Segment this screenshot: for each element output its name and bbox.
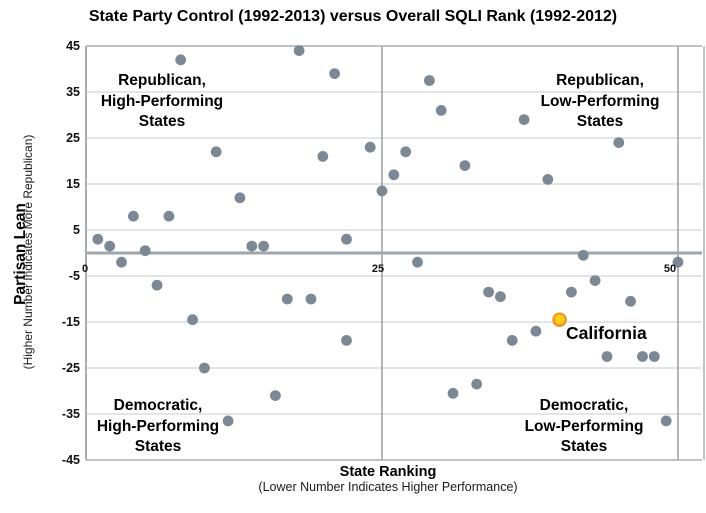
data-point-state bbox=[246, 240, 258, 252]
data-point-state bbox=[376, 185, 388, 197]
data-point-state bbox=[329, 68, 340, 79]
data-point-state bbox=[495, 291, 506, 303]
y-tick-label-5: 5 bbox=[73, 223, 80, 237]
quadrant-label-line: Low-Performing bbox=[524, 417, 644, 435]
data-point-state bbox=[542, 174, 554, 185]
data-point-state bbox=[530, 325, 542, 337]
data-point-state bbox=[293, 45, 305, 56]
data-point-state bbox=[234, 192, 246, 204]
y-tick-label--45: -45 bbox=[61, 453, 80, 467]
data-point-state bbox=[601, 351, 613, 362]
data-point-state bbox=[258, 240, 269, 252]
y-tick-label-15: 15 bbox=[66, 177, 80, 191]
quadrant-label-democratic-high: Democratic, High-Performing States bbox=[97, 396, 219, 458]
quadrant-label-line: Democratic, bbox=[539, 397, 629, 414]
y-tick-label--35: -35 bbox=[61, 407, 80, 421]
y-tick-label-45: 45 bbox=[66, 39, 80, 53]
data-point-state bbox=[388, 169, 400, 181]
data-point-state bbox=[625, 295, 636, 307]
california-annotation: California bbox=[566, 323, 647, 343]
x-tick-label-25: 25 bbox=[371, 263, 385, 275]
data-point-state bbox=[199, 362, 210, 374]
data-point-state bbox=[672, 256, 684, 268]
quadrant-label-democratic-low: Democratic, Low-Performing States bbox=[525, 396, 644, 458]
quadrant-label-republican-low: Republican, Low-Performing States bbox=[541, 71, 660, 133]
data-point-state bbox=[139, 245, 151, 257]
data-point-state bbox=[163, 210, 175, 222]
x-axis-title: State Ranking bbox=[339, 464, 437, 480]
data-point-state bbox=[412, 256, 423, 268]
data-point-state bbox=[270, 390, 281, 401]
y-axis-subtitle: (Higher Number Indicates More Republican… bbox=[21, 134, 35, 370]
chart-title: State Party Control (1992-2013) versus O… bbox=[88, 8, 618, 25]
quadrant-label-line: States bbox=[576, 113, 624, 130]
y-tick-label--5: -5 bbox=[68, 269, 80, 283]
quadrant-label-line: Low-Performing bbox=[540, 92, 660, 110]
y-tick-label-35: 35 bbox=[66, 85, 80, 99]
quadrant-label-line: Democratic, bbox=[113, 397, 203, 414]
quadrant-label-line: States bbox=[134, 438, 182, 455]
data-point-state bbox=[471, 378, 483, 390]
data-point-state bbox=[317, 151, 329, 162]
data-point-state bbox=[648, 351, 660, 362]
data-point-state bbox=[127, 210, 139, 222]
data-point-state bbox=[613, 137, 625, 149]
data-point-california bbox=[552, 312, 567, 327]
quadrant-label-republican-high: Republican, High-Performing States bbox=[101, 71, 223, 133]
data-point-state bbox=[341, 233, 352, 245]
data-point-state bbox=[577, 249, 589, 261]
data-point-state bbox=[566, 286, 577, 298]
data-point-state bbox=[222, 415, 234, 427]
data-point-state bbox=[151, 279, 163, 291]
quadrant-label-line: High-Performing bbox=[100, 92, 224, 110]
data-point-state bbox=[210, 146, 222, 158]
data-point-state bbox=[400, 146, 412, 158]
data-point-state bbox=[187, 314, 199, 326]
data-point-state bbox=[175, 54, 187, 66]
data-point-state bbox=[305, 293, 317, 305]
y-tick-label--25: -25 bbox=[61, 361, 80, 375]
y-tick-label--15: -15 bbox=[61, 315, 80, 329]
data-point-state bbox=[506, 335, 518, 346]
quadrant-label-line: States bbox=[138, 113, 186, 130]
x-tick-label-0: 0 bbox=[81, 263, 89, 275]
x-axis-subtitle: (Lower Number Indicates Higher Performan… bbox=[258, 480, 518, 494]
data-point-state bbox=[116, 256, 127, 268]
data-point-state bbox=[341, 335, 352, 346]
data-point-state bbox=[424, 75, 435, 86]
data-point-state bbox=[660, 415, 672, 427]
quadrant-label-line: States bbox=[560, 438, 608, 455]
data-point-state bbox=[637, 351, 648, 362]
x-tick-label-50: 50 bbox=[663, 263, 677, 275]
y-tick-label-25: 25 bbox=[66, 131, 80, 145]
quadrant-label-line: Republican, bbox=[118, 72, 206, 89]
data-point-state bbox=[435, 105, 447, 116]
data-point-state bbox=[104, 240, 116, 252]
data-point-state bbox=[281, 293, 293, 305]
data-point-state bbox=[459, 160, 471, 172]
data-point-state bbox=[518, 114, 530, 125]
quadrant-label-line: Republican, bbox=[556, 72, 644, 89]
data-point-state bbox=[364, 141, 376, 153]
data-point-state bbox=[447, 387, 459, 399]
data-point-state bbox=[589, 275, 601, 286]
quadrant-label-line: High-Performing bbox=[96, 417, 220, 435]
data-point-state bbox=[92, 233, 104, 245]
data-point-state bbox=[483, 286, 494, 298]
